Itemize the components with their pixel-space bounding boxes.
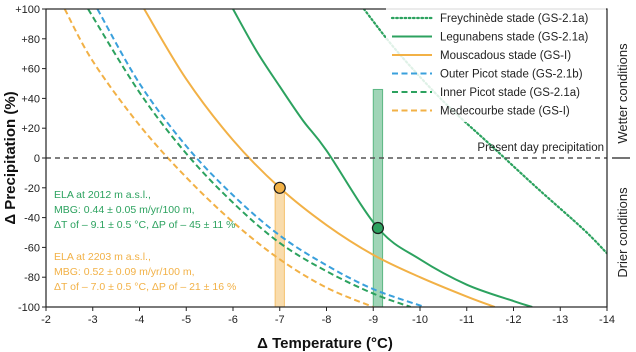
legend-label: Inner Picot stade (GS-2.1a) xyxy=(440,87,580,99)
y-tick-label: -80 xyxy=(24,272,40,284)
series-line-6 xyxy=(63,9,374,307)
uncertainty-bar xyxy=(372,88,384,308)
series-line-4 xyxy=(96,9,426,307)
legend: Freychinède stade (GS-2.1a) Legunabens st… xyxy=(386,6,606,122)
y-tick-label: +40 xyxy=(21,93,40,105)
x-tick-label: -4 xyxy=(135,314,145,326)
data-point xyxy=(273,181,286,194)
y-tick-label: -40 xyxy=(24,213,40,225)
annotation-line: MBG: 0.44 ± 0.05 m/yr/100 m, xyxy=(54,204,195,216)
x-tick-label: -3 xyxy=(88,314,98,326)
series-line-3 xyxy=(143,9,496,307)
y-tick-label: -100 xyxy=(18,302,40,314)
y-tick-label: +100 xyxy=(15,4,40,16)
y-tick-label: -60 xyxy=(24,242,40,254)
series-line-5 xyxy=(87,9,411,307)
x-tick-label: -12 xyxy=(506,314,522,326)
annotation-line: ELA at 2203 m a.s.l., xyxy=(54,251,151,263)
uncertainty-bar xyxy=(274,190,285,308)
annotation-line: MBG: 0.52 ± 0.09 m/yr/100 m, xyxy=(54,266,195,278)
y-axis-title: Δ Precipitation (%) xyxy=(2,91,19,224)
y-tick-label: 0 xyxy=(34,153,40,165)
annotation-line: ELA at 2012 m a.s.l., xyxy=(54,189,151,201)
side-label-wetter: Wetter conditions xyxy=(615,43,630,144)
annotation-line: ΔT of – 9.1 ± 0.5 °C, ΔP of – 45 ± 11 % xyxy=(54,219,236,231)
x-tick-label: -10 xyxy=(412,314,428,326)
y-tick-label: +20 xyxy=(21,123,40,135)
reference-line-label: Present day precipitation xyxy=(477,142,604,154)
legend-background xyxy=(386,6,606,122)
x-tick-label: -9 xyxy=(368,314,378,326)
legend-label: Freychinède stade (GS-2.1a) xyxy=(440,13,588,25)
x-tick-label: -5 xyxy=(181,314,191,326)
series-line-2 xyxy=(232,9,533,307)
x-tick-label: -13 xyxy=(552,314,568,326)
legend-label: Legunabens stade (GS-2.1a) xyxy=(440,32,588,44)
x-tick-label: -2 xyxy=(41,314,51,326)
legend-label: Mouscadous stade (GS-I) xyxy=(440,50,571,62)
plot-frame xyxy=(45,8,608,308)
x-tick-label: -14 xyxy=(599,314,615,326)
x-axis-title: Δ Temperature (°C) xyxy=(257,335,393,352)
side-label-drier: Drier conditions xyxy=(615,187,630,278)
legend-label: Outer Picot stade (GS-2.1b) xyxy=(440,69,583,81)
y-tick-label: +60 xyxy=(21,64,40,76)
annotation-line: ΔT of – 7.0 ± 0.5 °C, ΔP of – 21 ± 16 % xyxy=(54,281,236,293)
y-tick-label: -20 xyxy=(24,183,40,195)
y-tick-label: +80 xyxy=(21,34,40,46)
x-tick-label: -7 xyxy=(275,314,285,326)
data-point xyxy=(371,221,385,235)
x-tick-label: -6 xyxy=(228,314,238,326)
x-tick-label: -8 xyxy=(322,314,332,326)
x-tick-label: -11 xyxy=(459,314,474,326)
legend-label: Medecourbe stade (GS-I) xyxy=(440,106,570,118)
